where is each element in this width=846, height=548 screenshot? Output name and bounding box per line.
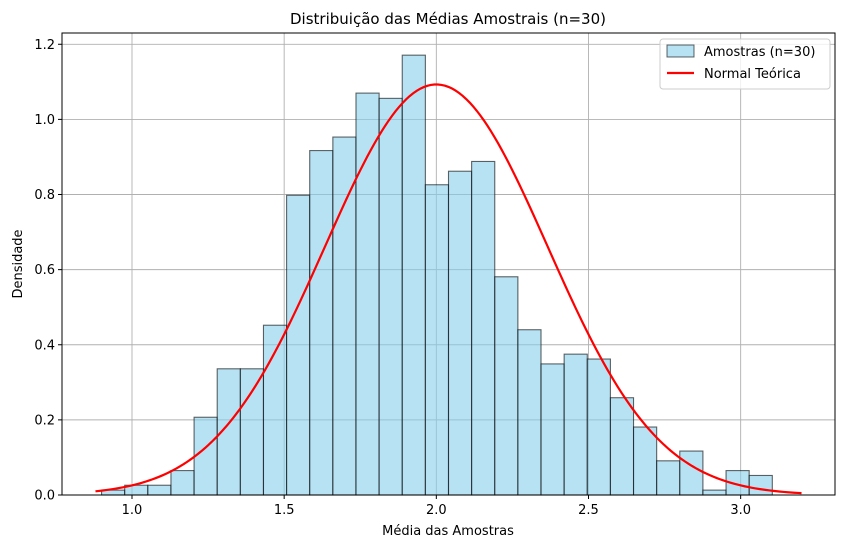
y-tick-label: 0.4 (34, 338, 55, 353)
histogram-bar (309, 150, 334, 496)
x-tick-label: 1.5 (274, 503, 295, 518)
histogram-bar (702, 489, 727, 496)
histogram-bar (239, 368, 265, 496)
histogram-bar (378, 97, 403, 496)
x-tick-label: 3.0 (730, 503, 751, 518)
histogram-bar (609, 397, 635, 496)
legend-box (659, 38, 831, 90)
histogram-bar (355, 92, 380, 496)
y-tick-label: 0.2 (34, 413, 55, 428)
legend-histogram-label: Amostras (n=30) (704, 45, 815, 60)
y-axis-label: Densidade (11, 229, 26, 298)
histogram-bar (586, 358, 611, 496)
x-axis-ticks: 1.0 1.5 2.0 2.5 3.0 (122, 495, 751, 518)
histogram-bar (656, 460, 681, 496)
histogram-bar (494, 276, 519, 496)
histogram-bar (748, 474, 773, 496)
histogram-bar (170, 470, 195, 496)
legend-histogram-swatch (666, 44, 695, 58)
y-tick-label: 1.2 (34, 38, 55, 53)
plot-frame (61, 32, 836, 496)
y-tick-label: 0.8 (34, 188, 55, 203)
histogram-bar (286, 194, 311, 496)
x-tick-label: 2.0 (426, 503, 447, 518)
histogram-bar (540, 363, 565, 496)
x-tick-label: 1.0 (122, 503, 143, 518)
y-tick-label: 1.0 (34, 113, 55, 128)
histogram-bar (632, 426, 658, 496)
histogram-bar (679, 450, 704, 496)
histogram-bar (517, 329, 542, 496)
histogram-bar (401, 54, 426, 496)
chart-title: Distribuição das Médias Amostrais (n=30) (290, 10, 606, 28)
y-tick-label: 0.0 (34, 489, 55, 504)
y-axis-ticks: 0.0 0.2 0.4 0.6 0.8 1.0 1.2 (34, 38, 62, 504)
histogram-bar (193, 416, 218, 496)
x-tick-label: 2.5 (578, 503, 599, 518)
histogram-bar (147, 484, 172, 496)
legend: Amostras (n=30) Normal Teórica (659, 38, 831, 90)
histogram-bars (101, 54, 773, 496)
x-axis-label: Média das Amostras (382, 524, 514, 539)
legend-curve-label: Normal Teórica (704, 67, 801, 82)
y-tick-label: 0.6 (34, 263, 55, 278)
histogram-bar (447, 170, 473, 496)
histogram-bar (471, 160, 496, 496)
normal-curve (95, 83, 802, 495)
histogram-bar (332, 136, 357, 496)
histogram-bar (424, 184, 450, 496)
histogram-bar (563, 353, 588, 496)
